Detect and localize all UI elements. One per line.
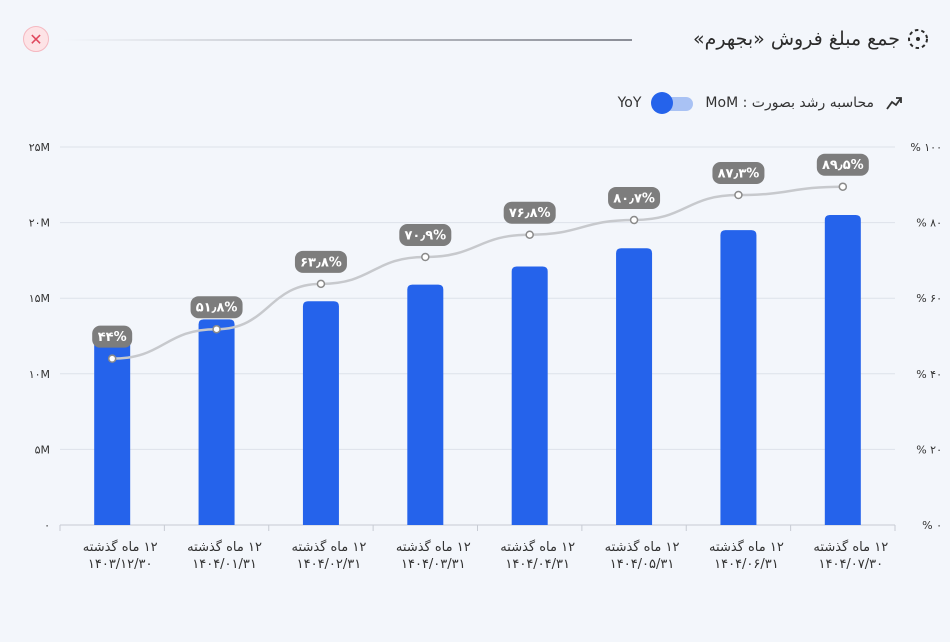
y-left-tick-label: ۱۰M xyxy=(29,368,50,381)
x-tick-label: ۱۲ ماه گذشته xyxy=(83,539,158,555)
bar xyxy=(616,248,653,525)
dashed-circle-icon xyxy=(908,29,928,49)
data-label-bg xyxy=(294,250,347,273)
toggle-knob xyxy=(651,92,674,114)
data-label: ۸۷٫۳% xyxy=(718,167,760,182)
data-label-bg xyxy=(190,296,243,319)
x-tick-date: ۱۴۰۴/۰۷/۳۰ xyxy=(819,557,884,572)
data-label-bg xyxy=(92,325,133,348)
growth-line xyxy=(112,185,843,360)
data-label: ۴۴% xyxy=(98,330,127,345)
x-tick-date: ۱۴۰۴/۰۳/۳۱ xyxy=(401,557,466,572)
y-right-tick-label: % ۰ xyxy=(922,519,942,532)
y-right-tick-label: % ۱۰۰ xyxy=(910,141,942,154)
data-label: ۷۰٫۹% xyxy=(404,228,446,243)
bar xyxy=(407,284,444,525)
x-tick-label: ۱۲ ماه گذشته xyxy=(605,539,680,555)
y-right-tick-label: % ۶۰ xyxy=(916,292,942,305)
data-label-bg xyxy=(503,201,556,224)
growth-mode-controls: محاسبه رشد بصورت : MoM YoY xyxy=(618,90,904,116)
bar xyxy=(824,215,861,526)
x-tick-label: ۱۲ ماه گذشته xyxy=(292,539,367,555)
bar xyxy=(302,301,339,525)
x-tick-date: ۱۴۰۴/۰۱/۳۱ xyxy=(192,557,257,572)
growth-point xyxy=(629,215,639,225)
growth-point xyxy=(107,354,117,363)
y-right-tick-label: % ۴۰ xyxy=(916,368,942,381)
axis-layer: ۰ ۵M ۱۰M ۱۵M ۲۰M ۲۵M % ۰ % ۲۰ % ۴۰ % ۶۰ % ۸۰ % ۱۰۰ ۱… xyxy=(29,141,942,572)
data-label: ۵۱٫۸% xyxy=(196,301,238,316)
data-label: ۶۳٫۸% xyxy=(300,255,342,270)
x-tick-label: ۱۲ ماه گذشته xyxy=(709,539,784,555)
y-right-tick-label: % ۲۰ xyxy=(916,443,942,456)
bar xyxy=(720,230,757,525)
y-left-tick-label: ۰ xyxy=(44,519,50,532)
chart-header: ✕ جمع مبلغ فروش «بجهرم» xyxy=(0,24,950,56)
x-tick-label: ۱۲ ماه گذشته xyxy=(500,539,575,555)
bar xyxy=(94,337,131,525)
growth-point xyxy=(316,279,326,289)
growth-point xyxy=(838,182,848,191)
growth-point xyxy=(525,230,534,239)
data-label-bg xyxy=(399,223,452,246)
x-tick-label: ۱۲ ماه گذشته xyxy=(187,539,262,555)
x-tick-label: ۱۲ ماه گذشته xyxy=(813,539,888,555)
y-left-tick-label: ۱۵M xyxy=(29,292,50,305)
line-layer xyxy=(107,182,848,363)
data-label: ۸۰٫۷% xyxy=(613,191,655,206)
x-tick-date: ۱۴۰۴/۰۵/۳۱ xyxy=(610,557,675,572)
growth-point xyxy=(212,324,221,334)
x-tick-date: ۱۴۰۴/۰۲/۳۱ xyxy=(297,557,362,572)
toggle-label: YoY xyxy=(617,95,642,111)
bar-layer xyxy=(94,215,861,526)
x-tick-date: ۱۴۰۴/۰۴/۳۱ xyxy=(505,557,570,572)
data-label-bg xyxy=(608,186,661,209)
growth-mode-label: محاسبه رشد بصورت : MoM xyxy=(705,95,874,111)
title-group: جمع مبلغ فروش «بجهرم» xyxy=(693,24,930,54)
y-left-tick-label: ۲۰M xyxy=(29,217,50,230)
label-layer: ۴۴% ۵۱٫۸% ۶۳٫۸% ۷۰٫۹% ۷۶٫۸% ۸۰٫۷% ۸۷٫۳% ۸۹٫۵% xyxy=(92,153,869,348)
data-label: ۸۹٫۵% xyxy=(822,158,864,173)
data-label-bg xyxy=(712,162,765,185)
data-label: ۷۶٫۸% xyxy=(509,206,551,221)
data-label-bg xyxy=(816,153,869,176)
header-divider xyxy=(62,39,632,41)
y-left-tick-label: ۲۵M xyxy=(29,141,50,154)
close-icon: ✕ xyxy=(29,30,43,49)
growth-point xyxy=(421,252,430,262)
chart-title: جمع مبلغ فروش «بجهرم» xyxy=(692,28,900,50)
x-tick-date: ۱۴۰۳/۱۲/۳۰ xyxy=(88,557,153,572)
bar xyxy=(511,266,548,525)
x-tick-date: ۱۴۰۴/۰۶/۳۱ xyxy=(714,557,779,572)
bar xyxy=(198,319,235,525)
x-tick-label: ۱۲ ماه گذشته xyxy=(396,539,471,555)
y-right-tick-label: % ۸۰ xyxy=(916,217,942,230)
growth-point xyxy=(734,190,743,200)
close-button[interactable]: ✕ xyxy=(23,26,49,52)
growth-mode-toggle[interactable] xyxy=(651,92,695,114)
y-left-tick-label: ۵M xyxy=(35,443,50,456)
trend-up-icon xyxy=(886,97,902,110)
